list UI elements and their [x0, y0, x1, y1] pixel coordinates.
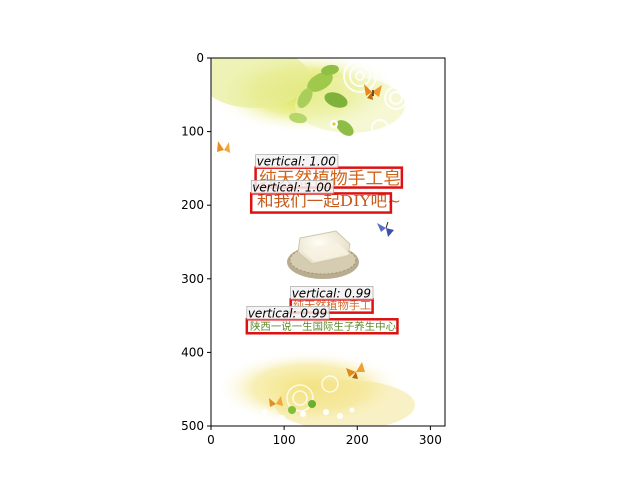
axes-frame [210, 57, 446, 427]
butterfly-icon [364, 84, 382, 100]
y-tick-label: 400 [181, 345, 204, 359]
swirl-circles-icon [286, 375, 339, 412]
butterfly-icon [346, 362, 365, 379]
soap-icon [287, 230, 359, 279]
swirl-circles-icon [343, 59, 408, 137]
flower-icon [262, 400, 355, 421]
detection-label: vertical: 1.00 [252, 180, 332, 194]
detection-label-background [255, 154, 339, 168]
detection-layer: vertical: 1.00 vertical: 1.00 vertical: 0.… [245, 154, 404, 335]
x-tick-label: 200 [346, 433, 369, 447]
flower-icon [330, 120, 338, 128]
image-text-line4: 陕西一说一生国际生子养生中心 [250, 320, 396, 333]
detection-label-background [246, 305, 330, 320]
x-axis: 0 100 200 300 [207, 426, 442, 447]
detection-label-background [290, 286, 374, 300]
y-tick-label: 200 [181, 198, 204, 212]
x-tick-label: 0 [207, 433, 215, 447]
detection: vertical: 0.99 [289, 286, 374, 314]
detection-label: vertical: 0.99 [248, 306, 327, 320]
image-text-line2: 和我们一起DIY吧~ [257, 192, 401, 210]
y-tick-label: 300 [181, 272, 204, 286]
photo-image: 纯天然植物手工皂 和我们一起DIY吧~ 纯天然植物手工 陕西一说一生国际生子养生… [211, 58, 445, 426]
butterfly-icon [377, 221, 394, 237]
butterfly-icon [217, 141, 230, 153]
detection-label: vertical: 0.99 [292, 286, 371, 300]
y-tick-label: 0 [196, 51, 204, 65]
detection-label-background [250, 180, 334, 194]
leaf-decoration-icon [289, 64, 354, 136]
detection-label: vertical: 1.00 [257, 155, 337, 169]
x-tick-label: 100 [273, 433, 296, 447]
y-axis: 0 100 200 300 400 500 [181, 51, 211, 433]
detection: vertical: 1.00 [249, 180, 393, 214]
detection: vertical: 0.99 [245, 305, 399, 335]
x-tick-label: 300 [419, 433, 442, 447]
butterfly-icon [269, 396, 283, 407]
y-tick-label: 500 [181, 419, 204, 433]
y-tick-label: 100 [181, 125, 204, 139]
